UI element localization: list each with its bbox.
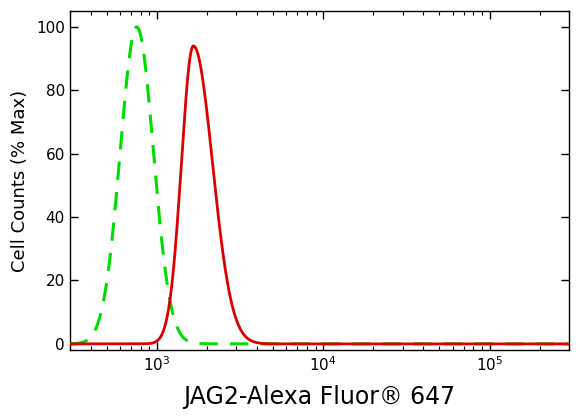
Y-axis label: Cell Counts (% Max): Cell Counts (% Max) bbox=[11, 89, 29, 272]
X-axis label: JAG2-Alexa Fluor® 647: JAG2-Alexa Fluor® 647 bbox=[183, 385, 455, 409]
